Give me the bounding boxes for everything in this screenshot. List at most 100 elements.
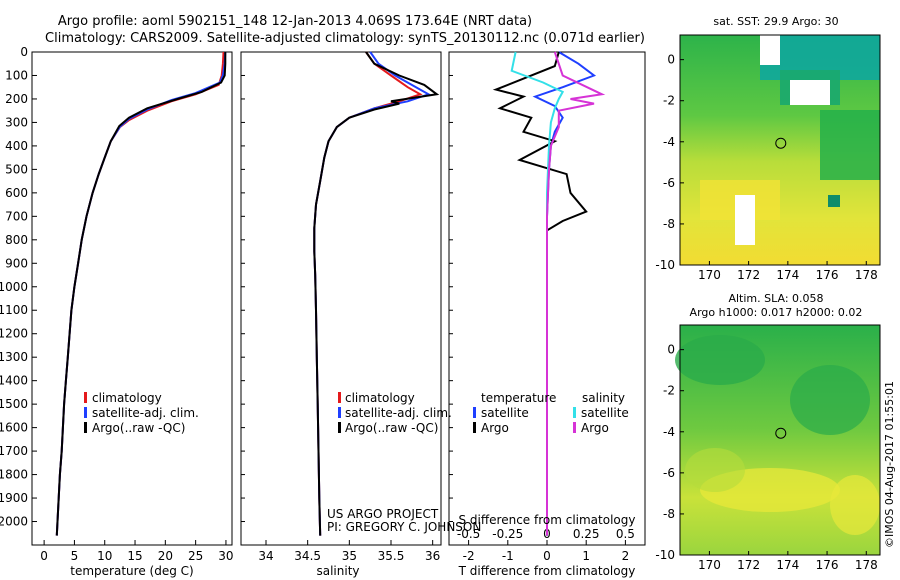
map-x-tick-label: 176 bbox=[816, 268, 839, 282]
legend-salinity-title: salinity bbox=[582, 391, 625, 405]
series-line-argo bbox=[55, 52, 227, 536]
salinity-panel: 34 34.5 35 35.5 36 salinity climatology sate… bbox=[240, 51, 481, 578]
legend-temperature-title: temperature bbox=[481, 391, 556, 405]
sst-map-panel: sat. SST: 29.9 Argo: 30 170 172 174 176 178 0… bbox=[655, 15, 881, 282]
map-y-tick-label: -6 bbox=[663, 466, 675, 480]
series-line-satellite bbox=[55, 51, 227, 536]
x-tick-label: 34.5 bbox=[294, 549, 321, 563]
depth-tick-label: 0 bbox=[20, 45, 28, 59]
depth-tick-label: 1700 bbox=[0, 444, 28, 458]
legend-swatch-argo bbox=[338, 422, 341, 433]
x-tick-label: 35 bbox=[342, 549, 357, 563]
depth-tick-label: 500 bbox=[5, 162, 28, 176]
depth-tick-label: 900 bbox=[5, 256, 28, 270]
depth-tick-label: 1100 bbox=[0, 303, 28, 317]
salinity-x-axis: 34 34.5 35 35.5 36 bbox=[258, 540, 440, 563]
depth-tick-label: 1600 bbox=[0, 421, 28, 435]
series-line-climatology bbox=[55, 51, 225, 536]
x-tick-label: 25 bbox=[188, 549, 203, 563]
map-x-tick-label: 170 bbox=[698, 558, 721, 572]
legend-argo-label: Argo(..raw -QC) bbox=[345, 421, 438, 435]
temperature-x-axis: 0 5 10 15 20 25 30 bbox=[40, 540, 234, 563]
depth-tick-label: 200 bbox=[5, 92, 28, 106]
depth-tick-label: 1300 bbox=[0, 350, 28, 364]
legend-t-satellite-label: satellite bbox=[481, 406, 529, 420]
temperature-panel: 0100200300400500600700800900100011001200… bbox=[0, 45, 234, 578]
sla-map-title-line1: Altim. SLA: 0.058 bbox=[728, 292, 823, 305]
x-tick-label: 35.5 bbox=[378, 549, 405, 563]
figure-title-line1: Argo profile: aoml 5902151_148 12-Jan-20… bbox=[58, 14, 532, 29]
sst-cloud-mask bbox=[790, 80, 830, 105]
legend-swatch-satellite bbox=[338, 407, 341, 418]
depth-tick-label: 400 bbox=[5, 139, 28, 153]
sla-patch bbox=[790, 365, 870, 435]
depth-tick-label: 1200 bbox=[0, 327, 28, 341]
depth-axis: 0 100 200 300 400 500 600 700 800 900 1000 1100 1200… bbox=[0, 45, 37, 529]
x-tick-label: 0 bbox=[40, 549, 48, 563]
map-y-tick-label: -2 bbox=[663, 94, 675, 108]
salinity-legend: climatology satellite-adj. clim. Argo(..… bbox=[338, 391, 452, 435]
difference-x-axis: -2 -1 0 1 2 bbox=[463, 540, 630, 563]
map-y-tick-label: -10 bbox=[655, 548, 675, 562]
difference-lines bbox=[492, 51, 606, 536]
sla-patch bbox=[675, 335, 765, 385]
series-line-s-argo bbox=[546, 51, 606, 536]
salinity-lines bbox=[313, 51, 440, 536]
legend-swatch-t-satellite bbox=[473, 407, 476, 418]
sla-argo-position-marker bbox=[775, 427, 787, 439]
s-tick-label: -0.5 bbox=[457, 527, 480, 541]
project-annotation: US ARGO PROJECT bbox=[327, 507, 439, 521]
map-y-tick-label: -4 bbox=[663, 425, 675, 439]
series-line-satellite bbox=[313, 51, 431, 536]
temperature-lines bbox=[55, 51, 227, 536]
x-tick-label: 15 bbox=[127, 549, 142, 563]
legend-swatch-s-satellite bbox=[573, 407, 576, 418]
map-x-tick-label: 172 bbox=[737, 268, 760, 282]
map-x-tick-label: 178 bbox=[855, 268, 878, 282]
sst-cloud-mask bbox=[760, 35, 780, 65]
map-y-tick-label: 0 bbox=[667, 343, 675, 357]
legend-s-satellite-label: satellite bbox=[581, 406, 629, 420]
depth-tick-label: 1800 bbox=[0, 468, 28, 482]
x-tick-label: 30 bbox=[218, 549, 233, 563]
x-tick-label: -2 bbox=[463, 549, 475, 563]
sst-patches bbox=[700, 35, 880, 245]
t-difference-label: T difference from climatology bbox=[458, 564, 636, 578]
legend-climatology-label: climatology bbox=[92, 391, 162, 405]
depth-tick-label: 1000 bbox=[0, 280, 28, 294]
sla-map-title-line2: Argo h1000: 0.017 h2000: 0.02 bbox=[690, 306, 863, 319]
x-tick-label: 10 bbox=[97, 549, 112, 563]
depth-tick-label: 1400 bbox=[0, 374, 28, 388]
sla-map-frame bbox=[679, 324, 881, 556]
sst-patch bbox=[828, 195, 840, 207]
s-tick-label: -0.25 bbox=[492, 527, 523, 541]
difference-y-ticks bbox=[449, 51, 453, 523]
map-y-tick-label: -8 bbox=[663, 507, 675, 521]
legend-swatch-climatology bbox=[338, 392, 341, 403]
sla-patch bbox=[685, 448, 745, 492]
legend-satellite-label: satellite-adj. clim. bbox=[345, 406, 452, 420]
legend-swatch-t-argo bbox=[473, 422, 476, 433]
map-x-tick-label: 178 bbox=[855, 558, 878, 572]
depth-tick-label: 700 bbox=[5, 209, 28, 223]
sla-patch bbox=[830, 475, 880, 535]
map-x-tick-label: 172 bbox=[737, 558, 760, 572]
legend-swatch-satellite bbox=[84, 407, 87, 418]
sla-map-axes: 170 172 174 176 178 0 -2 -4 -6 -8 -10 bbox=[655, 343, 877, 572]
sst-patch bbox=[820, 110, 880, 180]
map-x-tick-label: 174 bbox=[776, 558, 799, 572]
sst-cloud-mask bbox=[735, 195, 755, 245]
difference-legend: temperature salinity satellite Argo sate… bbox=[473, 391, 629, 435]
x-tick-label: 2 bbox=[622, 549, 630, 563]
depth-tick-label: 300 bbox=[5, 115, 28, 129]
depth-tick-label: 600 bbox=[5, 186, 28, 200]
legend-climatology-label: climatology bbox=[345, 391, 415, 405]
series-line-t-satellite bbox=[532, 51, 597, 536]
map-y-tick-label: -2 bbox=[663, 384, 675, 398]
salinity-y-ticks bbox=[241, 51, 245, 523]
x-tick-label: -1 bbox=[502, 549, 514, 563]
series-line-t-argo bbox=[492, 51, 588, 536]
legend-argo-label: Argo(..raw -QC) bbox=[92, 421, 185, 435]
s-difference-label: S difference from climatology bbox=[459, 513, 636, 527]
difference-panel: -2 -1 0 1 2 -0.5 -0.25 0 0.25 0.5 S difference f… bbox=[448, 51, 646, 578]
